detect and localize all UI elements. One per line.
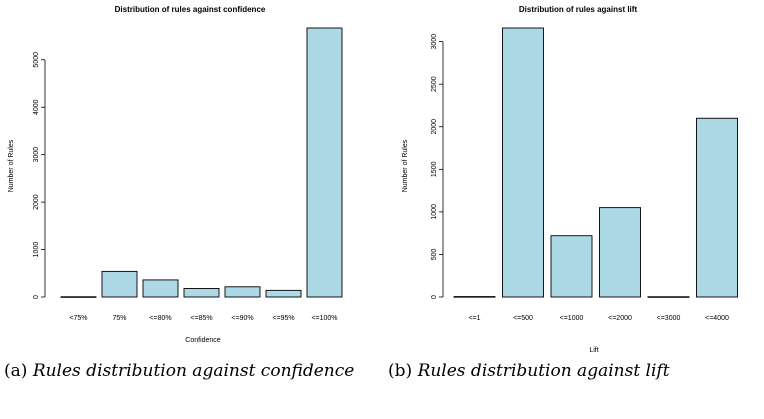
bars [60, 27, 343, 298]
y-tick-label: 0 [431, 295, 438, 299]
y-tick-label: 2500 [431, 76, 438, 92]
bar [696, 117, 738, 298]
y-tick-label: 5000 [33, 52, 40, 68]
x-tick-label: <=4000 [705, 315, 729, 322]
x-tick-label: <=90% [231, 315, 253, 322]
y-tick-label: 3000 [431, 34, 438, 50]
bars [453, 27, 738, 298]
y-axis-label: Number of Rules [8, 139, 15, 192]
x-tick-label: <=80% [149, 315, 171, 322]
bar [101, 270, 138, 298]
caption-label: (a) [4, 361, 28, 381]
y-tick-label: 2000 [431, 119, 438, 135]
x-tick-label: <=95% [272, 315, 294, 322]
caption-label: (b) [388, 361, 413, 381]
x-tick-label: <75% [69, 315, 87, 322]
y-tick-label: 500 [431, 248, 438, 260]
lift-bar-chart: Distribution of rules against lift Numbe… [402, 5, 738, 354]
x-tick-labels: <75% 75% <=80% <=85% <=90% <=95% <=100% [69, 315, 337, 322]
x-tick-label: <=85% [190, 315, 212, 322]
bar [647, 296, 690, 298]
y-tick-label: 2000 [33, 194, 40, 210]
y-axis-label: Number of Rules [402, 139, 409, 192]
y-axis: 0 1000 2000 3000 4000 5000 [33, 52, 46, 299]
x-tick-label: <=2000 [608, 315, 632, 322]
y-axis: 0 500 1000 1500 2000 2500 3000 [431, 34, 444, 299]
x-tick-labels: <=1 <=500 <=1000 <=2000 <=3000 <=4000 [468, 315, 729, 322]
y-tick-label: 3000 [33, 147, 40, 163]
bar [60, 296, 97, 298]
bar [502, 27, 544, 298]
caption-b: (b) Rules distribution against lift [388, 360, 764, 382]
caption-text: Rules distribution against lift [417, 361, 670, 381]
y-tick-label: 1000 [431, 204, 438, 220]
caption-a: (a) Rules distribution against confidenc… [4, 360, 384, 382]
caption-text: Rules distribution against confidence [32, 361, 355, 381]
x-tick-label: <=3000 [657, 315, 681, 322]
chart-title: Distribution of rules against lift [519, 5, 638, 14]
bar [550, 235, 593, 298]
x-tick-label: <=500 [513, 315, 533, 322]
bar [599, 207, 641, 298]
bar [265, 289, 302, 298]
bar [183, 288, 220, 298]
y-tick-label: 1000 [33, 242, 40, 258]
bar [453, 296, 496, 298]
x-tick-label: <=100% [311, 315, 337, 322]
chart-title: Distribution of rules against confidence [115, 5, 266, 14]
bar [142, 279, 179, 298]
x-tick-label: 75% [112, 315, 126, 322]
y-tick-label: 1500 [431, 161, 438, 177]
x-tick-label: <=1 [468, 315, 480, 322]
confidence-bar-chart: Distribution of rules against confidence… [8, 5, 343, 344]
bar [306, 27, 343, 298]
x-tick-label: <=1000 [560, 315, 584, 322]
y-tick-label: 0 [33, 295, 40, 299]
bar [224, 286, 261, 298]
x-axis-label: Lift [589, 347, 598, 354]
x-axis-label: Confidence [185, 337, 221, 344]
y-tick-label: 4000 [33, 99, 40, 115]
